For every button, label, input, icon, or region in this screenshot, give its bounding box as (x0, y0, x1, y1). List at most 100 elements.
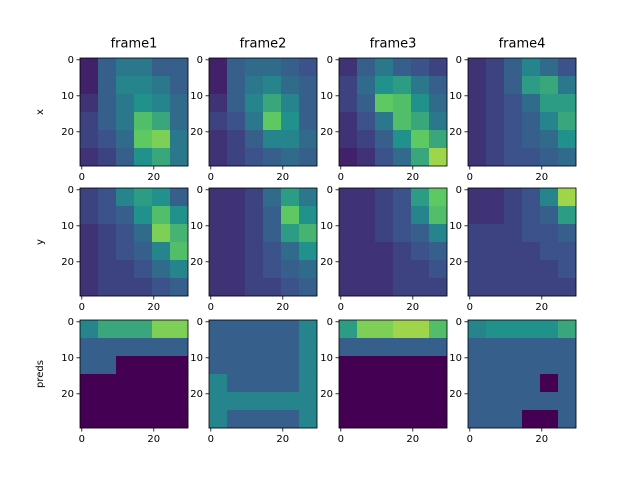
heatmap-cell (170, 224, 189, 243)
heatmap-cell (116, 278, 135, 297)
heatmap-cell (357, 224, 376, 243)
y-tick-label: 10 (190, 91, 203, 102)
heatmap-cell (134, 278, 153, 297)
heatmap-cell (504, 260, 523, 279)
heatmap-cell (227, 356, 246, 375)
heatmap-cell (468, 392, 487, 411)
x-tick-label: 20 (276, 172, 289, 183)
heatmap-cell (263, 188, 282, 207)
heatmap-cell (245, 320, 264, 339)
heatmap-cell (339, 242, 358, 261)
heatmap-cell (170, 188, 189, 207)
heatmap-cell (281, 148, 300, 167)
heatmap-cell (281, 130, 300, 149)
heatmap-cell (375, 320, 394, 339)
heatmap-cell (152, 356, 171, 375)
heatmap-cell (393, 76, 412, 95)
heatmap-cell (411, 374, 430, 393)
heatmap-cell (245, 58, 264, 77)
heatmap-cell (339, 410, 358, 429)
heatmap-cell (375, 58, 394, 77)
heatmap-cell (245, 260, 264, 279)
y-tick-label: 10 (320, 91, 333, 102)
heatmap-cell (540, 320, 559, 339)
heatmap-cell (209, 260, 228, 279)
heatmap-cell (411, 188, 430, 207)
heatmap-cell (504, 242, 523, 261)
y-tick-label: 20 (190, 389, 203, 400)
heatmap-cell (393, 278, 412, 297)
heatmap-cell (263, 58, 282, 77)
heatmap-cell (152, 224, 171, 243)
heatmap-cell (540, 76, 559, 95)
y-tick-label: 0 (197, 185, 203, 196)
heatmap-cell (245, 356, 264, 375)
heatmap-cell (375, 242, 394, 261)
heatmap-cell (522, 242, 541, 261)
heatmap-cell (375, 410, 394, 429)
panel-title: frame2 (240, 37, 287, 52)
heatmap-cell (411, 94, 430, 113)
heatmap-cell (375, 374, 394, 393)
y-tick-label: 10 (320, 353, 333, 364)
heatmap-cell (429, 260, 448, 279)
heatmap-cell (134, 392, 153, 411)
heatmap-cell (263, 374, 282, 393)
heatmap-cell (263, 224, 282, 243)
heatmap-cell (152, 338, 171, 357)
heatmap-cell (209, 94, 228, 113)
y-tick-label: 10 (449, 221, 462, 232)
heatmap-cell (80, 112, 99, 131)
heatmap-cell (152, 320, 171, 339)
heatmap-cell (98, 224, 117, 243)
heatmap-cell (281, 206, 300, 225)
heatmap-cell (375, 112, 394, 131)
heatmap-cell (209, 76, 228, 95)
heatmap-cell (411, 76, 430, 95)
axes-frame (338, 319, 448, 429)
heatmap-cell (98, 356, 117, 375)
heatmap-cell (429, 206, 448, 225)
heatmap-cell (170, 278, 189, 297)
heatmap-cell (486, 278, 505, 297)
heatmap-cell (80, 148, 99, 167)
y-tick-label: 0 (327, 185, 333, 196)
heatmap-cell (339, 58, 358, 77)
heatmap-cell (152, 76, 171, 95)
heatmap-cell (152, 374, 171, 393)
heatmap-cell (263, 112, 282, 131)
y-axis-label: y (35, 239, 46, 245)
heatmap-cell (522, 410, 541, 429)
heatmap-cell (357, 112, 376, 131)
heatmap-cell (170, 94, 189, 113)
y-tick-label: 20 (61, 389, 74, 400)
heatmap-cell (486, 356, 505, 375)
heatmap-cell (540, 260, 559, 279)
heatmap-cell (411, 242, 430, 261)
heatmap-cell (116, 392, 135, 411)
heatmap-cell (486, 130, 505, 149)
heatmap-cell (393, 188, 412, 207)
heatmap-cell (80, 320, 99, 339)
heatmap-cell (486, 206, 505, 225)
heatmap-cell (209, 130, 228, 149)
heatmap-cell (468, 374, 487, 393)
heatmap-cell (134, 76, 153, 95)
heatmap-cell (170, 356, 189, 375)
x-tick-label: 0 (79, 434, 85, 445)
heatmap-cell (116, 242, 135, 261)
axes-frame (338, 57, 448, 167)
heatmap-cell (299, 374, 318, 393)
y-tick-label: 20 (190, 257, 203, 268)
heatmap-cell (429, 410, 448, 429)
heatmap-cell (429, 392, 448, 411)
heatmap-cell (504, 278, 523, 297)
y-tick-label: 20 (320, 257, 333, 268)
heatmap-cell (558, 374, 577, 393)
heatmap-cell (227, 188, 246, 207)
heatmap-cell (468, 224, 487, 243)
heatmap-cell (411, 260, 430, 279)
heatmap-cell (504, 374, 523, 393)
x-tick-label: 0 (79, 302, 85, 313)
y-tick-label: 20 (320, 127, 333, 138)
